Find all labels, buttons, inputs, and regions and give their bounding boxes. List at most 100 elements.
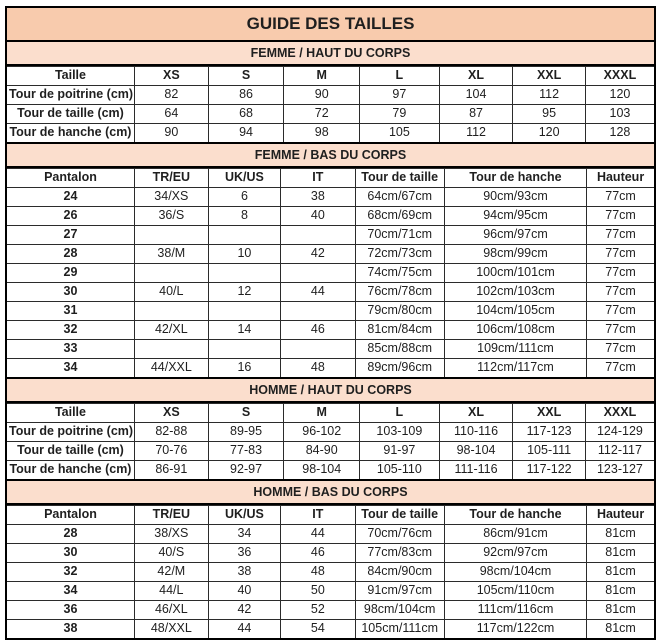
row-label-cell: Tour de taille (cm) [7, 104, 135, 124]
column-header: Tour de hanche [443, 505, 588, 525]
value-cell: 81cm [586, 524, 654, 544]
value-cell: 84cm/90cm [354, 562, 445, 582]
header-row-femme-bas: Pantalon TR/EU UK/US IT Tour de taille Tour d… [7, 168, 654, 188]
value-cell: 98cm/104cm [354, 600, 445, 620]
value-cell: 120 [512, 123, 586, 142]
value-cell: 48 [280, 358, 356, 377]
value-cell: 40 [280, 206, 356, 226]
value-cell: 111-116 [438, 460, 514, 479]
value-cell: 50 [280, 581, 356, 601]
value-cell: 103 [584, 104, 654, 124]
table-row: 24 34/XS 6 38 64cm/67cm 90cm/93cm 77cm [7, 187, 654, 207]
value-cell [207, 339, 282, 359]
value-cell: 109cm/111cm [443, 339, 588, 359]
table-row: 29 74cm/75cm 100cm/101cm 77cm [7, 263, 654, 283]
value-cell: 40/S [133, 543, 209, 563]
value-cell: 112 [438, 123, 514, 142]
value-cell: 46 [280, 543, 356, 563]
value-cell: 86 [207, 85, 285, 105]
column-header: Pantalon [7, 505, 135, 525]
column-header: UK/US [207, 505, 282, 525]
value-cell: 70-76 [133, 441, 209, 461]
column-header: TR/EU [133, 505, 209, 525]
column-header: Taille [7, 403, 135, 423]
table-row: Tour de hanche (cm) 86-91 92-97 98-104 105-1… [7, 460, 654, 479]
value-cell: 94 [207, 123, 285, 142]
value-cell [133, 225, 209, 245]
value-cell: 84-90 [283, 441, 361, 461]
value-cell: 36 [207, 543, 282, 563]
table-row: 30 40/L 12 44 76cm/78cm 102cm/103cm 77cm [7, 282, 654, 302]
value-cell: 46/XL [133, 600, 209, 620]
column-header: TR/EU [133, 168, 209, 188]
value-cell: 77cm/83cm [354, 543, 445, 563]
value-cell: 44/L [133, 581, 209, 601]
value-cell: 70cm/76cm [354, 524, 445, 544]
row-label-cell: Tour de hanche (cm) [7, 460, 135, 479]
value-cell: 96cm/97cm [443, 225, 588, 245]
table-row: 30 40/S 36 46 77cm/83cm 92cm/97cm 81cm [7, 543, 654, 563]
column-header: IT [280, 168, 356, 188]
row-label-cell: 28 [7, 244, 135, 264]
column-header: IT [280, 505, 356, 525]
table-row: 36 46/XL 42 52 98cm/104cm 111cm/116cm 81cm [7, 600, 654, 620]
value-cell: 98 [283, 123, 361, 142]
row-label-cell: 32 [7, 562, 135, 582]
row-label-cell: 30 [7, 282, 135, 302]
section-homme-haut: HOMME / HAUT DU CORPS Taille XS S M L XL XXL XXX… [7, 379, 654, 481]
value-cell: 98cm/104cm [443, 562, 588, 582]
value-cell: 102cm/103cm [443, 282, 588, 302]
value-cell: 110-116 [438, 422, 514, 442]
value-cell: 40 [207, 581, 282, 601]
column-header: Tour de taille [354, 505, 445, 525]
section-femme-haut: FEMME / HAUT DU CORPS Taille XS S M L XL XXL XXX… [7, 42, 654, 144]
header-row-femme-haut: Taille XS S M L XL XXL XXXL [7, 66, 654, 86]
value-cell [133, 339, 209, 359]
column-header: L [359, 403, 440, 423]
value-cell: 117cm/122cm [443, 619, 588, 638]
value-cell: 6 [207, 187, 282, 207]
value-cell [207, 263, 282, 283]
value-cell: 16 [207, 358, 282, 377]
value-cell: 89-95 [207, 422, 285, 442]
value-cell: 77cm [586, 339, 654, 359]
column-header: S [207, 403, 285, 423]
value-cell: 81cm [586, 619, 654, 638]
value-cell: 72 [283, 104, 361, 124]
column-header: Pantalon [7, 168, 135, 188]
value-cell: 112cm/117cm [443, 358, 588, 377]
table-row: Tour de hanche (cm) 90 94 98 105 112 120 128 [7, 123, 654, 142]
value-cell: 38/M [133, 244, 209, 264]
value-cell: 82 [133, 85, 209, 105]
value-cell: 105-110 [359, 460, 440, 479]
row-label-cell: 32 [7, 320, 135, 340]
value-cell: 44 [280, 524, 356, 544]
value-cell: 77cm [586, 320, 654, 340]
section-heading-femme-haut: FEMME / HAUT DU CORPS [7, 42, 654, 66]
value-cell: 124-129 [584, 422, 654, 442]
value-cell: 81cm [586, 562, 654, 582]
value-cell: 100cm/101cm [443, 263, 588, 283]
value-cell: 97 [359, 85, 440, 105]
value-cell: 105 [359, 123, 440, 142]
value-cell: 42/M [133, 562, 209, 582]
value-cell: 70cm/71cm [354, 225, 445, 245]
row-label-cell: 30 [7, 543, 135, 563]
table-femme-haut: Taille XS S M L XL XXL XXXL Tour de poitrine (cm… [7, 66, 654, 142]
value-cell: 90cm/93cm [443, 187, 588, 207]
section-heading-femme-bas: FEMME / BAS DU CORPS [7, 144, 654, 168]
value-cell: 76cm/78cm [354, 282, 445, 302]
value-cell [207, 301, 282, 321]
column-header: Taille [7, 66, 135, 86]
row-label-cell: 36 [7, 600, 135, 620]
value-cell: 98-104 [283, 460, 361, 479]
column-header: UK/US [207, 168, 282, 188]
table-row: Tour de poitrine (cm) 82 86 90 97 104 112 120 [7, 85, 654, 105]
column-header: XS [133, 66, 209, 86]
value-cell: 44 [280, 282, 356, 302]
value-cell: 68 [207, 104, 285, 124]
value-cell: 42/XL [133, 320, 209, 340]
section-heading-homme-haut: HOMME / HAUT DU CORPS [7, 379, 654, 403]
guide-title: GUIDE DES TAILLES [7, 8, 654, 42]
value-cell [280, 263, 356, 283]
